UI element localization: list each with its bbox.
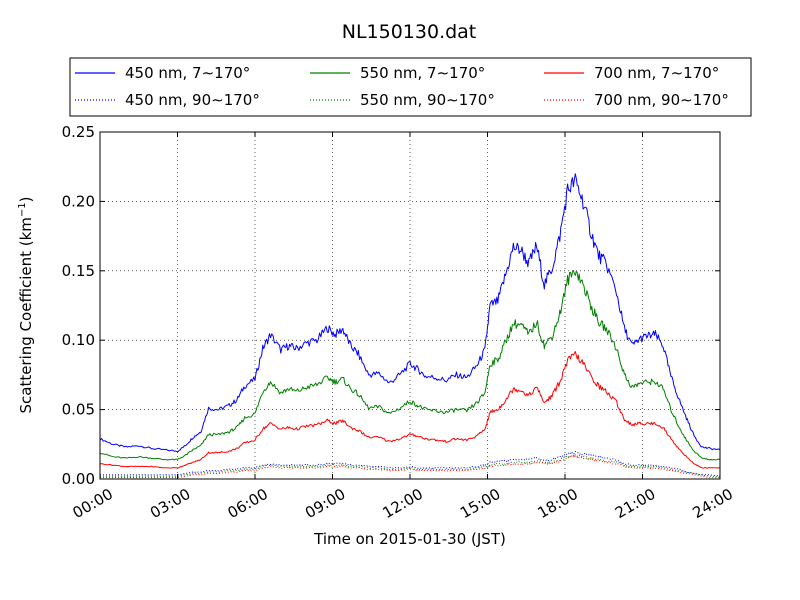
y-axis-label: Scattering Coefficient (km−1): [17, 196, 35, 413]
legend-label: 550 nm, 90∼170°: [360, 91, 495, 109]
y-tick-label: 0.15: [62, 262, 95, 280]
series-line: [99, 351, 721, 469]
x-tick-labels: 00:00 03:00 06:00 09:00 12:00 15:00 18:00 21:00…: [70, 485, 736, 522]
ticks: [99, 131, 721, 480]
x-tick-label: 15:00: [457, 485, 503, 522]
series-line: [99, 455, 721, 479]
legend-label: 550 nm, 7∼170°: [360, 64, 485, 82]
series-line: [99, 173, 721, 453]
x-tick-label: 21:00: [612, 485, 658, 522]
legend-label: 450 nm, 7∼170°: [125, 64, 250, 82]
x-tick-label: 03:00: [147, 485, 193, 522]
y-tick-label: 0.00: [62, 470, 95, 488]
y-tick-labels: 0.00 0.05 0.10 0.15 0.20 0.25: [62, 123, 95, 488]
legend-label: 700 nm, 7∼170°: [594, 64, 719, 82]
y-tick-label: 0.05: [62, 401, 95, 419]
chart-title: NL150130.dat: [342, 21, 477, 43]
x-axis-label: Time on 2015-01-30 (JST): [313, 530, 506, 548]
x-tick-label: 24:00: [690, 485, 736, 522]
legend: 450 nm, 7∼170° 550 nm, 7∼170° 700 nm, 7∼17…: [69, 57, 752, 117]
y-tick-label: 0.25: [62, 123, 95, 141]
y-axis-label-exponent: −1: [17, 202, 28, 217]
y-tick-label: 0.10: [62, 331, 95, 349]
series-group: [99, 173, 721, 479]
x-tick-label: 09:00: [302, 485, 348, 522]
grid: [99, 131, 721, 480]
legend-label: 450 nm, 90∼170°: [125, 91, 260, 109]
y-axis-label-suffix: ): [17, 196, 35, 202]
series-line: [99, 270, 721, 461]
y-axis-label-main: Scattering Coefficient (km: [17, 217, 35, 413]
x-tick-label: 18:00: [535, 485, 581, 522]
x-tick-label: 06:00: [225, 485, 271, 522]
x-tick-label: 00:00: [70, 485, 116, 522]
x-tick-label: 12:00: [380, 485, 426, 522]
y-tick-label: 0.20: [62, 192, 95, 210]
legend-box: [69, 57, 752, 117]
series-line: [99, 454, 721, 477]
legend-label: 700 nm, 90∼170°: [594, 91, 729, 109]
